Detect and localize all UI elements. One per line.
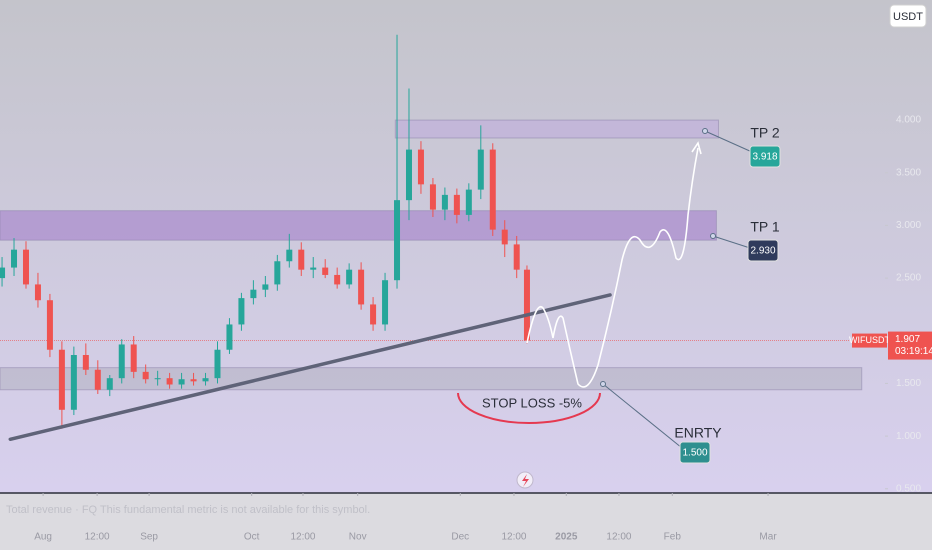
x-tick-label: Sep — [140, 532, 158, 543]
y-tick-label: 1.000 — [896, 431, 921, 442]
tp2-value: 3.918 — [752, 152, 777, 163]
x-tick-label: 12:00 — [85, 532, 110, 543]
candle-body — [250, 289, 257, 299]
symbol-box — [852, 333, 887, 348]
candle-body — [58, 349, 65, 410]
price-zone — [0, 210, 717, 241]
tp2-label: TP 2 — [750, 125, 780, 141]
stop-loss-arc — [457, 392, 601, 424]
candle-body — [405, 149, 412, 201]
candle-body — [477, 149, 484, 190]
connector — [602, 383, 683, 449]
background — [0, 0, 932, 493]
candle-body — [523, 269, 530, 341]
tp1-box — [747, 239, 779, 262]
y-tick-label: 0.500 — [896, 483, 921, 494]
trendline — [8, 293, 612, 442]
candle-body — [46, 300, 53, 350]
candle-body — [501, 229, 508, 245]
y-tick-label: 4.000 — [896, 115, 921, 126]
y-tick-label: 3.000 — [896, 220, 921, 231]
x-tick-label: 12:00 — [290, 532, 315, 543]
candle-body — [214, 349, 221, 379]
candle-body — [106, 378, 113, 390]
candle-body — [118, 344, 125, 379]
symbol: WIFUSDT — [849, 335, 890, 345]
candle-body — [94, 369, 101, 390]
candle-body — [489, 149, 496, 230]
candle-body — [382, 280, 389, 325]
anchor-dot — [710, 233, 716, 239]
x-tick-label: 12:00 — [501, 532, 526, 543]
currency: USDT — [893, 11, 923, 23]
candle-body — [22, 249, 29, 285]
anchor-dot — [702, 128, 708, 134]
candle-body — [370, 304, 377, 325]
candle-body — [310, 267, 317, 270]
footer-text: Total revenue · FQ This fundamental metr… — [6, 504, 370, 516]
anchor-dot — [600, 381, 606, 387]
candle-body — [34, 284, 41, 301]
y-tick-label: 3.500 — [896, 167, 921, 178]
entry-value: 1.500 — [682, 448, 707, 459]
candle-body — [453, 194, 460, 215]
candle-body — [262, 284, 269, 290]
x-tick-label: Mar — [759, 532, 777, 543]
time-axis-bg — [0, 493, 932, 550]
candle-body — [166, 378, 173, 385]
candle-body — [82, 355, 89, 370]
candle-body — [417, 149, 424, 185]
tp1-label: TP 1 — [750, 219, 780, 235]
candle-body — [0, 267, 6, 279]
lightning — [522, 474, 529, 487]
x-tick-label: 12:00 — [606, 532, 631, 543]
stop-loss-label: STOP LOSS -5% — [482, 395, 582, 410]
candle-body — [513, 244, 520, 270]
candle-body — [154, 378, 161, 380]
y-tick-label: 2.500 — [896, 273, 921, 284]
candle-body — [429, 184, 436, 210]
x-tick-label: Nov — [349, 532, 367, 543]
candle-body — [130, 344, 137, 372]
last-price: 1.907 — [895, 334, 920, 345]
entry-box — [679, 441, 711, 464]
x-tick-label: 2025 — [555, 532, 578, 543]
candle-body — [322, 267, 329, 275]
candle-body — [238, 298, 245, 325]
candle-body — [298, 249, 305, 270]
entry-label: ENRTY — [674, 425, 722, 441]
candle-body — [274, 261, 281, 285]
candle-body — [202, 378, 209, 382]
candle-body — [334, 274, 341, 285]
connector — [712, 235, 751, 249]
candle-body — [226, 324, 233, 350]
tp2-box — [749, 145, 781, 168]
x-tick-label: Dec — [451, 532, 469, 543]
projection-path — [526, 147, 699, 388]
connector — [704, 130, 753, 153]
candle-body — [178, 379, 185, 385]
price-zone — [0, 367, 863, 391]
candle-body — [286, 249, 293, 262]
candle-body — [11, 249, 18, 268]
candle-body — [441, 194, 448, 210]
y-tick-label: 1.500 — [896, 378, 921, 389]
countdown: 03:19:14 — [895, 346, 932, 357]
x-tick-label: Feb — [664, 532, 682, 543]
candle-body — [358, 269, 365, 305]
price-zone — [394, 119, 719, 139]
price-box — [888, 331, 932, 360]
candle-body — [190, 379, 197, 382]
arrow-head — [691, 141, 702, 155]
tp1-value: 2.930 — [750, 246, 775, 257]
x-tick-label: Aug — [34, 532, 52, 543]
x-tick-label: Oct — [244, 532, 260, 543]
candle-body — [142, 371, 149, 380]
candle-body — [346, 269, 353, 285]
candle-body — [70, 355, 77, 410]
candle-body — [465, 189, 472, 215]
candle-body — [394, 200, 401, 281]
currency-badge[interactable] — [889, 4, 927, 28]
